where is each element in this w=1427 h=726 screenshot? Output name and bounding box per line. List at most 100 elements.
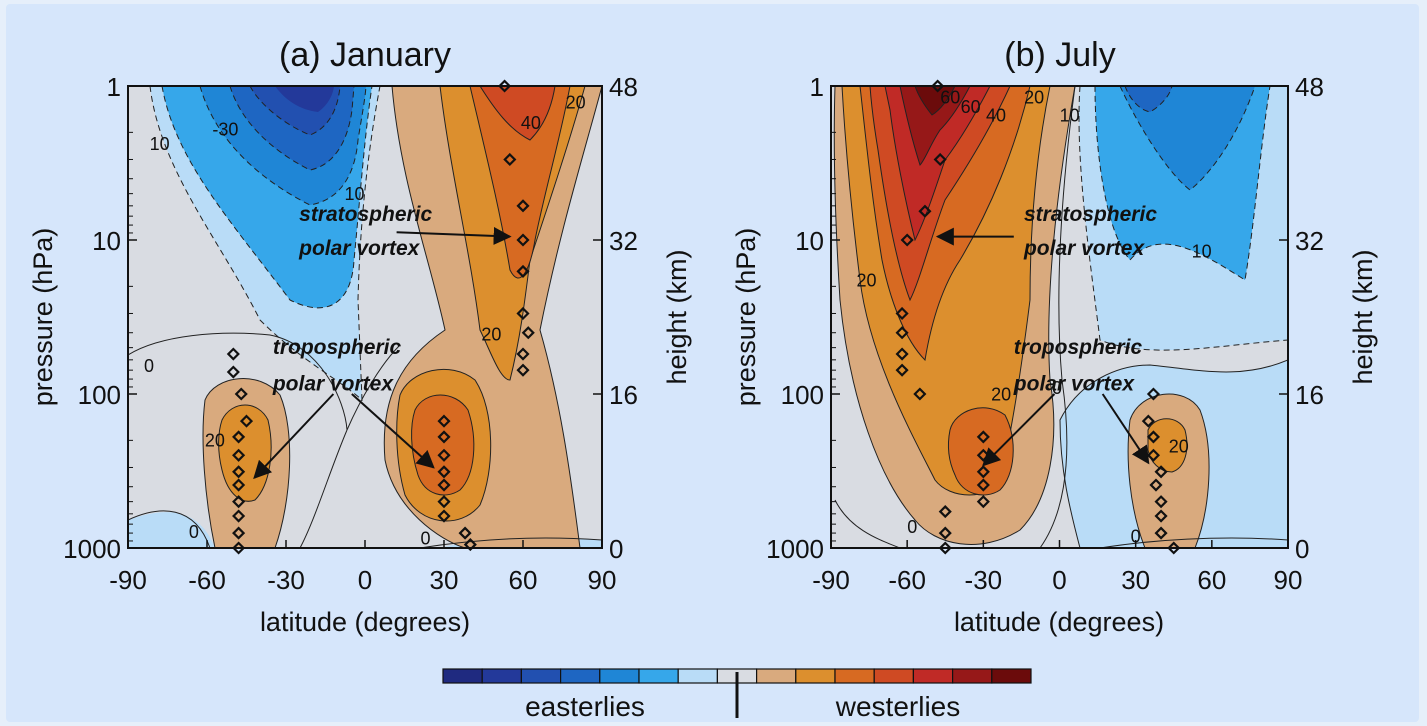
fill-neg30 bbox=[1119, 86, 1256, 191]
y2-tick-label: 32 bbox=[1295, 226, 1324, 256]
panel-title-january: (a) January bbox=[279, 36, 451, 74]
jet-max-diamond bbox=[1146, 387, 1160, 401]
contour-label: 20 bbox=[205, 431, 225, 451]
jet-max-diamond bbox=[976, 495, 990, 509]
contour-label: 20 bbox=[1024, 88, 1044, 108]
colorbar-swatch bbox=[481, 668, 523, 684]
jet-max-diamond bbox=[895, 306, 909, 321]
contour-label: 0 bbox=[189, 522, 199, 542]
fill-nh-jet-20 bbox=[1147, 418, 1188, 473]
jet-max-diamond bbox=[226, 365, 240, 379]
y-tick-label: 100 bbox=[78, 380, 121, 410]
colorbar-swatch bbox=[834, 668, 875, 684]
contour-label: 20 bbox=[481, 325, 501, 345]
jet-maxima-july bbox=[895, 79, 1181, 555]
colorbar-swatch bbox=[873, 668, 915, 684]
jet-max-diamond bbox=[521, 326, 535, 340]
jet-max-diamond bbox=[232, 526, 246, 540]
y2-axis-label-january: height (km) bbox=[662, 249, 692, 384]
x-tick-label: 90 bbox=[588, 565, 617, 595]
jet-max-diamond bbox=[463, 538, 477, 552]
x-tick-label: 30 bbox=[1121, 565, 1150, 595]
jet-max-diamond bbox=[516, 306, 530, 321]
annotation-text: tropospheric bbox=[1014, 336, 1143, 359]
jet-max-diamond bbox=[239, 414, 254, 428]
annotation-text: polar vortex bbox=[1013, 373, 1136, 396]
contour-label: 20 bbox=[1169, 437, 1189, 457]
y2-tick-label: 16 bbox=[609, 380, 638, 410]
x-tick-label: 0 bbox=[1052, 565, 1066, 595]
jet-max-diamond bbox=[976, 465, 990, 479]
jet-max-diamond bbox=[976, 430, 990, 444]
jet-max-diamond bbox=[232, 509, 246, 523]
y-tick-label: 10 bbox=[92, 226, 121, 256]
panel-january: (a) January bbox=[28, 36, 692, 637]
colorbar-label-westerlies: westerlies bbox=[835, 691, 960, 722]
jet-max-diamond bbox=[938, 526, 952, 540]
jet-max-diamond bbox=[232, 495, 246, 509]
jet-max-diamond bbox=[232, 541, 246, 555]
colorbar-swatch bbox=[559, 668, 601, 684]
jet-max-diamond bbox=[437, 495, 451, 509]
x-tick-label: -60 bbox=[188, 565, 226, 595]
contour-label: -30 bbox=[212, 120, 238, 140]
panel-july: (b) July bbox=[731, 36, 1378, 637]
jet-max-diamond bbox=[900, 233, 914, 247]
annotation-arrow bbox=[1101, 393, 1150, 465]
fill-pos60 bbox=[899, 86, 971, 166]
x-axis-label-january: latitude (degrees) bbox=[260, 607, 470, 637]
colorbar-swatch bbox=[951, 668, 993, 684]
y2-axis-label-july: height (km) bbox=[1348, 249, 1378, 384]
contour-label: 10 bbox=[1060, 105, 1080, 125]
jet-max-diamond bbox=[1167, 541, 1181, 555]
jet-max-diamond bbox=[234, 387, 248, 401]
jet-maxima-january bbox=[226, 79, 535, 555]
jet-max-diamond bbox=[1141, 414, 1155, 428]
jet-max-diamond bbox=[437, 448, 451, 462]
x-tick-label: 90 bbox=[1274, 565, 1303, 595]
zero-contour-2 bbox=[128, 510, 211, 548]
contour-label: 10 bbox=[1192, 242, 1212, 262]
jet-max-diamond bbox=[913, 387, 927, 401]
x-axis-label-july: latitude (degrees) bbox=[954, 607, 1164, 637]
panel-title-july: (b) July bbox=[1004, 36, 1115, 74]
jet-max-diamond bbox=[1154, 509, 1168, 523]
annotation-text: stratospheric bbox=[299, 203, 432, 226]
jet-max-diamond bbox=[503, 152, 517, 167]
jet-max-diamond bbox=[437, 478, 451, 492]
x-tick-label: -90 bbox=[109, 565, 147, 595]
contour-label: 10 bbox=[150, 134, 170, 154]
jet-max-diamond bbox=[976, 478, 990, 492]
jet-max-diamond bbox=[1154, 495, 1168, 509]
zero-contour-3 bbox=[1099, 537, 1288, 548]
jet-max-diamond bbox=[516, 363, 530, 377]
x-tick-label: -30 bbox=[267, 565, 305, 595]
jet-max-diamond bbox=[226, 347, 240, 361]
y2-tick-label: 0 bbox=[609, 534, 623, 564]
arrows-january bbox=[253, 226, 512, 480]
jet-max-diamond bbox=[437, 509, 451, 523]
jet-max-diamond bbox=[516, 199, 530, 213]
arrows-july bbox=[935, 227, 1150, 467]
annotations-july: stratospheric polar vortex tropospheric pol… bbox=[1013, 203, 1158, 396]
contour-label: 40 bbox=[521, 113, 541, 133]
jet-max-diamond bbox=[931, 79, 945, 93]
annotation-text: stratospheric bbox=[1024, 203, 1157, 226]
fill-nh-jet-30 bbox=[411, 394, 475, 496]
jet-max-diamond bbox=[895, 363, 909, 377]
annotation-text: polar vortex bbox=[272, 373, 395, 396]
y2-tick-label: 48 bbox=[1295, 72, 1324, 102]
jet-max-diamond bbox=[1146, 430, 1160, 444]
x-tick-label: 60 bbox=[509, 565, 538, 595]
x-tick-label: 30 bbox=[430, 565, 459, 595]
colorbar-label-easterlies: easterlies bbox=[525, 691, 645, 722]
annotation-text: tropospheric bbox=[273, 336, 402, 359]
jet-max-diamond bbox=[498, 79, 512, 93]
x-tick-label: 0 bbox=[358, 565, 372, 595]
annotations-january: stratospheric polar vortex tropospheric pol… bbox=[272, 203, 433, 396]
contour-label: 0 bbox=[421, 529, 431, 549]
y-tick-label: 100 bbox=[781, 380, 824, 410]
x-tick-label: -30 bbox=[965, 565, 1003, 595]
